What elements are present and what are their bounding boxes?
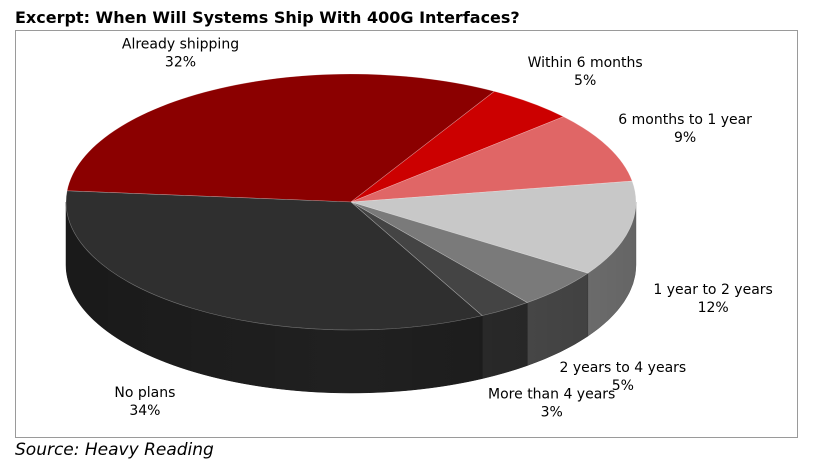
slice-value-more-than-4-years: 3% <box>541 405 563 421</box>
slice-label-no-plans: No plans <box>114 385 175 401</box>
pie-slice-2-years-to-4-years <box>350 201 589 303</box>
slice-label-1-year-to-2-years: 1 year to 2 years <box>653 282 772 298</box>
slice-value-no-plans: 34% <box>129 403 160 419</box>
slice-label-6-months-to-1-year: 6 months to 1 year <box>618 112 752 128</box>
slice-label-more-than-4-years: More than 4 years <box>488 387 615 403</box>
pie-slice-no-plans <box>65 190 483 331</box>
source-note: Source: Heavy Reading <box>15 440 214 460</box>
slice-value-already-shipping: 32% <box>165 54 196 70</box>
pie-slice-6-months-to-1-year <box>350 116 633 203</box>
pie-slice-more-than-4-years <box>350 201 528 316</box>
slice-value-6-months-to-1-year: 9% <box>674 130 696 146</box>
slice-value-within-6-months: 5% <box>574 73 596 89</box>
slice-value-2-years-to-4-years: 5% <box>612 378 634 394</box>
pie-slice-1-year-to-2-years <box>350 180 637 274</box>
chart-title: Excerpt: When Will Systems Ship With 400… <box>15 8 520 27</box>
slice-label-within-6-months: Within 6 months <box>528 55 643 71</box>
slice-label-already-shipping: Already shipping <box>122 36 239 52</box>
pie-slice-within-6-months <box>350 91 565 203</box>
pie-slice-already-shipping <box>66 73 496 203</box>
pie-wall-shading <box>66 202 636 393</box>
slice-label-2-years-to-4-years: 2 years to 4 years <box>559 360 686 376</box>
pie-labels: Already shipping 32% Within 6 months 5% 6 mo… <box>114 36 772 420</box>
slice-value-1-year-to-2-years: 12% <box>698 300 729 316</box>
pie-top <box>65 73 637 331</box>
